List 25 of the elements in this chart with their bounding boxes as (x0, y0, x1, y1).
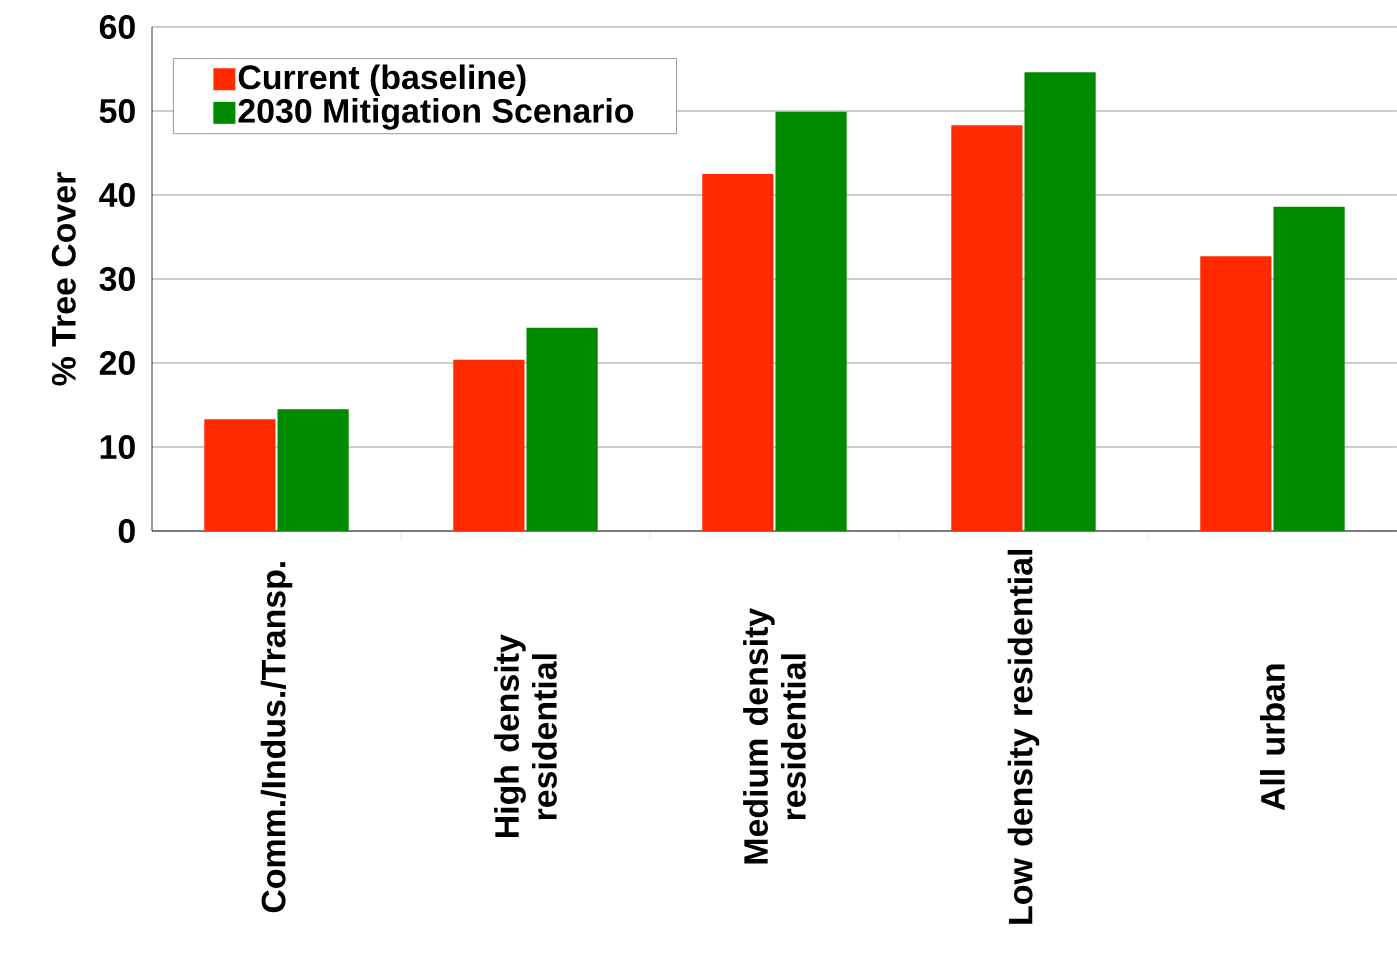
bar (1024, 72, 1096, 531)
bar (526, 327, 598, 531)
bar (277, 409, 349, 531)
x-tick-label: Comm./Indus./Transp. (260, 562, 293, 913)
y-tick-label: 60 (99, 15, 135, 39)
bar (1273, 206, 1345, 531)
x-tick-label: Low density residential (1007, 549, 1040, 924)
y-tick-label: 30 (99, 266, 135, 292)
bar (1200, 256, 1272, 531)
y-tick-label: 50 (99, 99, 135, 123)
bar (204, 419, 276, 531)
y-axis-title: % Tree Cover (51, 172, 76, 386)
bar (775, 111, 847, 531)
legend-label: Current (baseline) (238, 64, 526, 97)
y-tick-label: 20 (99, 351, 135, 375)
x-tick-label: Medium density residential (743, 608, 806, 864)
bar (951, 125, 1023, 531)
y-tick-label: 0 (118, 519, 135, 543)
x-tick-label: All urban (1260, 664, 1285, 811)
y-tick-label: 40 (99, 183, 135, 207)
y-tick-label: 10 (100, 435, 135, 459)
x-tick-label: High density residential (494, 634, 557, 838)
bar (453, 359, 525, 531)
bar (702, 174, 774, 531)
legend-label: 2030 Mitigation Scenario (238, 98, 634, 130)
